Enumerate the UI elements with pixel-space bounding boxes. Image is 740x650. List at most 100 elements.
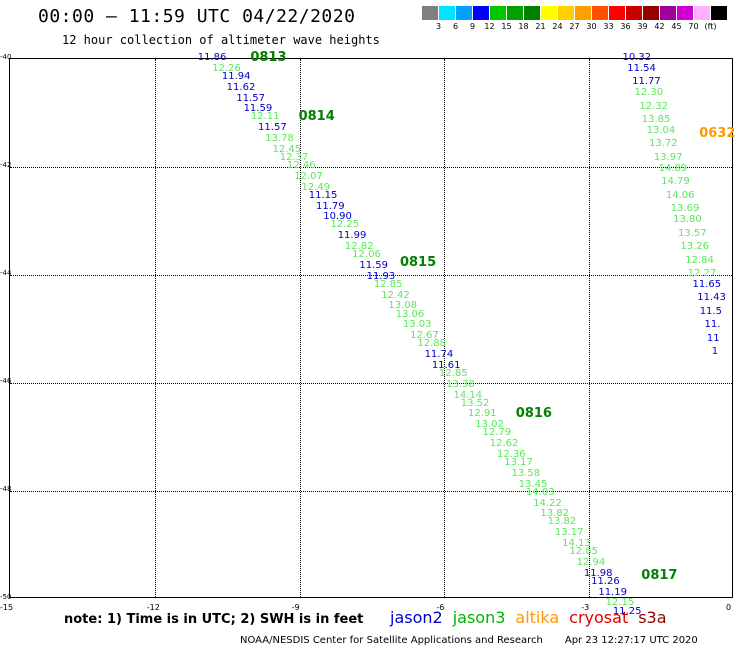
longitude-gridline <box>589 59 591 597</box>
wave-height-reading: 11.59 <box>243 103 273 115</box>
wave-height-reading: 13.17 <box>554 527 584 539</box>
wave-height-reading: 11 <box>706 332 720 344</box>
wave-height-reading: 12.85 <box>439 367 468 379</box>
color-swatch <box>694 6 711 20</box>
wave-height-reading: 11. <box>704 319 721 331</box>
wave-height-reading: 11.43 <box>697 292 726 304</box>
color-swatch <box>507 6 524 20</box>
color-swatch <box>575 6 592 20</box>
map-subtitle: 12 hour collection of altimeter wave hei… <box>62 33 380 47</box>
color-scale-label: 39 <box>637 22 648 31</box>
latitude-tick-label: -50 <box>0 593 12 601</box>
latitude-tick-label: -48 <box>0 485 12 493</box>
wave-height-reading: 12.88 <box>417 338 446 350</box>
legend-cryosat: cryosat <box>569 608 629 627</box>
color-swatch <box>439 6 456 20</box>
wave-height-reading: 13.06 <box>395 308 425 320</box>
footer: NOAA/NESDIS Center for Satellite Applica… <box>240 635 720 646</box>
latitude-gridline <box>10 167 732 168</box>
pass-time-label: 0813 <box>250 50 287 65</box>
wave-height-reading: 13.78 <box>265 133 294 144</box>
satellite-legend: jason2 jason3 altika cryosat s3a <box>390 608 677 627</box>
notes-text: note: 1) Time is in UTC; 2) SWH is in fe… <box>64 612 364 627</box>
legend-jason2: jason2 <box>390 608 443 627</box>
wave-height-reading: 11.57 <box>258 122 287 134</box>
color-swatch <box>626 6 643 20</box>
wave-height-reading: 13.26 <box>680 241 710 252</box>
color-swatch <box>677 6 694 20</box>
wave-height-reading: 11.62 <box>226 81 256 93</box>
pass-time-label: 0814 <box>298 109 335 125</box>
color-swatch <box>456 6 473 20</box>
wave-height-reading: 12.15 <box>605 597 635 609</box>
wave-height-reading: 12.45 <box>272 143 302 155</box>
wave-height-reading: 10.90 <box>323 211 352 223</box>
wave-height-reading: 13.69 <box>670 203 700 215</box>
color-swatch <box>558 6 575 20</box>
latitude-tick-label: -42 <box>0 161 12 169</box>
color-swatch <box>422 6 439 20</box>
wave-height-reading: 12.06 <box>352 249 381 261</box>
map-plot-area <box>9 58 733 598</box>
pass-time-label: 0815 <box>399 255 437 271</box>
wave-height-reading: 13.03 <box>402 319 432 331</box>
color-scale-label: 24 <box>552 22 563 31</box>
wave-height-reading: 13.82 <box>547 516 577 528</box>
wave-height-reading: 11.65 <box>692 278 722 290</box>
pass-time-label: 0632 <box>699 125 736 141</box>
wave-height-reading: 12.07 <box>294 170 323 182</box>
wave-height-reading: 13.97 <box>653 151 683 163</box>
wave-height-reading: 12.91 <box>468 408 497 420</box>
wave-height-reading: 14.03 <box>525 486 555 498</box>
latitude-gridline <box>10 383 732 384</box>
color-scale-label: 45 <box>671 22 682 31</box>
wave-height-reading: 12.37 <box>279 151 309 163</box>
wave-height-reading: 14.14 <box>453 389 483 401</box>
wave-height-reading: 13.52 <box>460 397 490 409</box>
color-swatch <box>643 6 660 20</box>
wave-height-reading: 13.57 <box>677 227 707 239</box>
color-scale-label: (ft) <box>704 22 717 31</box>
wave-height-reading: 11.19 <box>598 586 627 598</box>
legend-jason3: jason3 <box>452 608 506 627</box>
wave-height-reading: 12.27 <box>687 268 717 279</box>
wave-height-reading: 13.08 <box>388 300 417 312</box>
wave-height-reading: 14.13 <box>562 538 591 549</box>
wave-height-reading: 12.79 <box>482 427 512 439</box>
wave-height-reading: 11.74 <box>424 349 454 360</box>
wave-height-reading: 11.26 <box>591 575 620 587</box>
wave-height-reading: 13.58 <box>511 467 541 479</box>
color-swatch <box>711 6 728 20</box>
wave-height-reading: 12.30 <box>634 87 664 99</box>
wave-height-reading: 12.85 <box>373 278 403 290</box>
wave-height-reading: 11.25 <box>612 605 642 617</box>
color-scale-label: 27 <box>569 22 580 31</box>
wave-height-reading: 13.85 <box>641 114 671 126</box>
longitude-tick-label: -9 <box>291 603 300 612</box>
longitude-gridline <box>444 59 446 597</box>
wave-height-reading: 13.72 <box>649 138 678 150</box>
wave-height-reading: 11.54 <box>627 62 656 74</box>
color-swatch <box>490 6 507 20</box>
color-scale-label: 18 <box>518 22 529 31</box>
latitude-tick-label: -44 <box>0 269 12 277</box>
wave-height-reading: 13.17 <box>504 457 533 468</box>
color-swatch <box>473 6 490 20</box>
footer-timestamp: Apr 23 12:27:17 UTC 2020 <box>564 635 698 646</box>
wave-height-color-scale <box>422 6 728 20</box>
wave-height-reading: 11.59 <box>359 259 389 271</box>
longitude-tick-label: -12 <box>146 603 160 612</box>
color-swatch <box>541 6 558 20</box>
color-scale-label: 9 <box>469 22 476 31</box>
wave-height-reading: 13.02 <box>475 419 504 431</box>
wave-height-reading: 11.5 <box>699 305 722 317</box>
wave-height-reading: 11.79 <box>315 200 345 212</box>
wave-height-reading: 12.67 <box>410 330 439 342</box>
wave-height-reading: 11.98 <box>583 567 613 579</box>
wave-height-reading: 12.26 <box>212 62 241 74</box>
wave-height-reading: 14.89 <box>658 162 688 174</box>
wave-height-reading: 11.61 <box>431 359 461 371</box>
wave-height-reading: 13.45 <box>518 478 548 490</box>
wave-height-reading: 13.04 <box>646 124 676 136</box>
pass-time-label: 0817 <box>641 568 678 584</box>
